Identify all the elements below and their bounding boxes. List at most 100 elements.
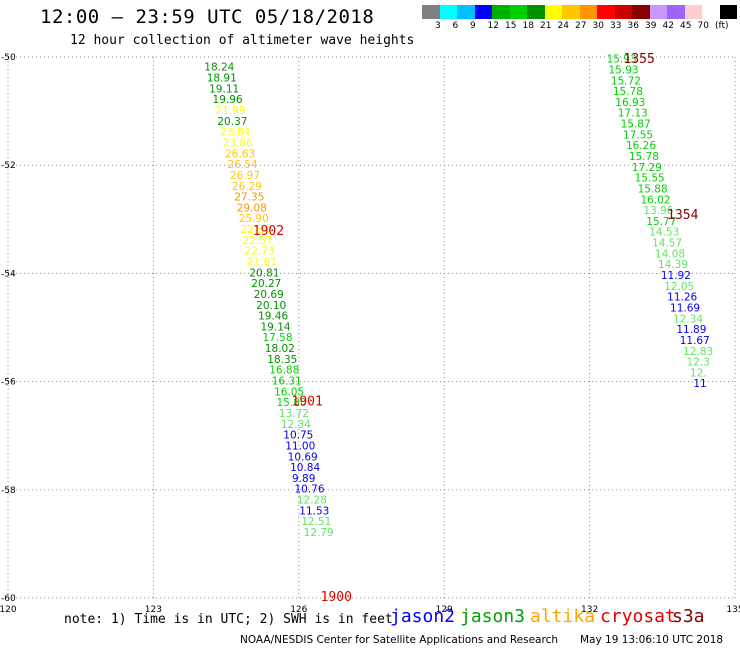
wave-height-point: 16.31: [272, 376, 302, 388]
colorbar-label: 6: [452, 21, 459, 31]
wave-height-point: 19.11: [209, 83, 239, 95]
wave-height-point: 26.29: [232, 181, 262, 193]
wave-height-point: 16.26: [626, 140, 656, 152]
wave-height-point: 15.78: [629, 151, 659, 163]
colorbar-swatch: [632, 5, 650, 19]
wave-height-point: 11.00: [285, 440, 315, 452]
colorbar-label: 9: [470, 21, 476, 31]
wave-height-point: 15.55: [635, 173, 665, 185]
wave-height-point: 17.13: [618, 108, 648, 120]
wave-height-point: 13.72: [279, 408, 309, 420]
wave-height-point: 16.93: [615, 97, 645, 109]
wave-height-point: 20.81: [249, 267, 279, 279]
wave-height-point: 12.34: [281, 419, 311, 431]
wave-height-point: 29.08: [237, 202, 267, 214]
wave-height-point: 20.27: [251, 278, 281, 290]
colorbar-swatch: [422, 5, 440, 19]
wave-height-point: 13.96: [643, 205, 673, 217]
wave-height-point: 11.67: [680, 335, 710, 347]
wave-height-point: 19.96: [213, 94, 243, 106]
wave-height-point: 23.86: [223, 137, 253, 149]
wave-height-point: 11: [693, 378, 706, 390]
wave-height-point: 12.05: [664, 281, 694, 293]
wave-height-point: 9.89: [292, 473, 315, 485]
wave-height-point: 26.63: [225, 148, 255, 160]
wave-height-point: 17.55: [623, 129, 653, 141]
x-tick-label: 129: [436, 605, 453, 615]
legend-sat-cryosat: cryosat: [600, 606, 676, 627]
wave-height-point: 11.69: [670, 302, 700, 314]
wave-height-point: 16.05: [274, 386, 304, 398]
colorbar-swatch: [614, 5, 632, 19]
colorbar-swatch: [527, 5, 545, 19]
colorbar-label: 21: [540, 21, 552, 31]
colorbar-swatch: [509, 5, 527, 19]
wave-height-point: 12.: [690, 367, 707, 379]
colorbar-swatch: [492, 5, 510, 19]
x-tick-label: 120: [0, 605, 17, 615]
wave-height-point: 18.91: [207, 73, 237, 85]
wave-height-point: 15.80: [277, 397, 307, 409]
colorbar-label: 39: [645, 21, 657, 31]
wave-height-point: 10.69: [288, 451, 318, 463]
x-tick-label: 123: [145, 605, 162, 615]
wave-height-point: 18.24: [204, 62, 234, 74]
wave-height-point: 16.02: [640, 194, 670, 206]
wave-height-point: 15.93: [607, 54, 637, 66]
wave-height-point: 22.73: [245, 246, 275, 258]
wave-height-point: 10.76: [294, 484, 324, 496]
wave-height-point: 22.57: [243, 235, 273, 247]
time-label: 1355: [624, 52, 655, 67]
x-tick-label: 126: [290, 605, 307, 615]
wave-height-point: 14.57: [652, 238, 682, 250]
colorbar-swatch: [649, 5, 667, 19]
colorbar-swatch: [597, 5, 615, 19]
y-tick-label: -50: [1, 53, 16, 63]
wave-height-point: 15.87: [621, 119, 651, 131]
wave-height-point: 25.90: [239, 213, 269, 225]
wave-height-point: 10.75: [283, 430, 313, 442]
chart-title: 12:00 – 23:59 UTC 05/18/2018: [40, 6, 375, 28]
legend-sat-jason3: jason3: [460, 606, 526, 627]
colorbar-label: 36: [627, 21, 639, 31]
colorbar-swatch: [474, 5, 492, 19]
wave-height-point: 16.88: [269, 365, 299, 377]
wave-height-point: 18.35: [267, 354, 297, 366]
wave-height-point: 10.84: [290, 462, 320, 474]
wave-height-point: 15.72: [611, 75, 641, 87]
wave-height-point: 12.34: [673, 313, 703, 325]
legend-sat-s3a: s3a: [672, 606, 705, 627]
wave-height-point: 15.93: [609, 64, 639, 76]
colorbar-label: 33: [610, 21, 622, 31]
wave-height-point: 11.92: [661, 270, 691, 282]
wave-height-point: 17.58: [262, 332, 292, 344]
time-label: 1902: [253, 224, 284, 239]
x-tick-label: 132: [581, 605, 598, 615]
colorbar-labels: 3 6 9 12 15 18 21 24 27 30 33 36 39 42 45 70 (ft): [422, 21, 740, 35]
wave-height-point: 21.61: [247, 256, 277, 268]
colorbar-label: 42: [662, 21, 674, 31]
colorbar-label: 27: [575, 21, 587, 31]
timestamp-text: May 19 13:06:10 UTC 2018: [580, 634, 724, 646]
wave-height-point: 19.14: [261, 321, 291, 333]
colorbar-label: 18: [522, 21, 534, 31]
wave-height-point: 26.97: [230, 170, 260, 182]
wave-height-point: 18.02: [265, 343, 295, 355]
wave-height-point: 14.53: [649, 227, 679, 239]
wave-height-point: 26.54: [228, 159, 258, 171]
y-tick-label: -58: [1, 486, 16, 496]
y-tick-label: -60: [1, 594, 16, 604]
wave-height-point: 15.88: [638, 183, 668, 195]
wave-height-point: 21.99: [215, 105, 245, 117]
wave-height-point: 22.50: [241, 224, 271, 236]
colorbar: [422, 5, 737, 19]
y-tick-label: -52: [1, 161, 16, 171]
y-tick-label: -54: [1, 269, 16, 279]
y-tick-label: -56: [1, 378, 16, 388]
colorbar-swatch: [457, 5, 475, 19]
legend-sat-jason2: jason2: [390, 606, 456, 627]
colorbar-swatch: [562, 5, 580, 19]
wave-height-point: 23.84: [220, 127, 250, 139]
time-label: 1901: [292, 395, 323, 410]
